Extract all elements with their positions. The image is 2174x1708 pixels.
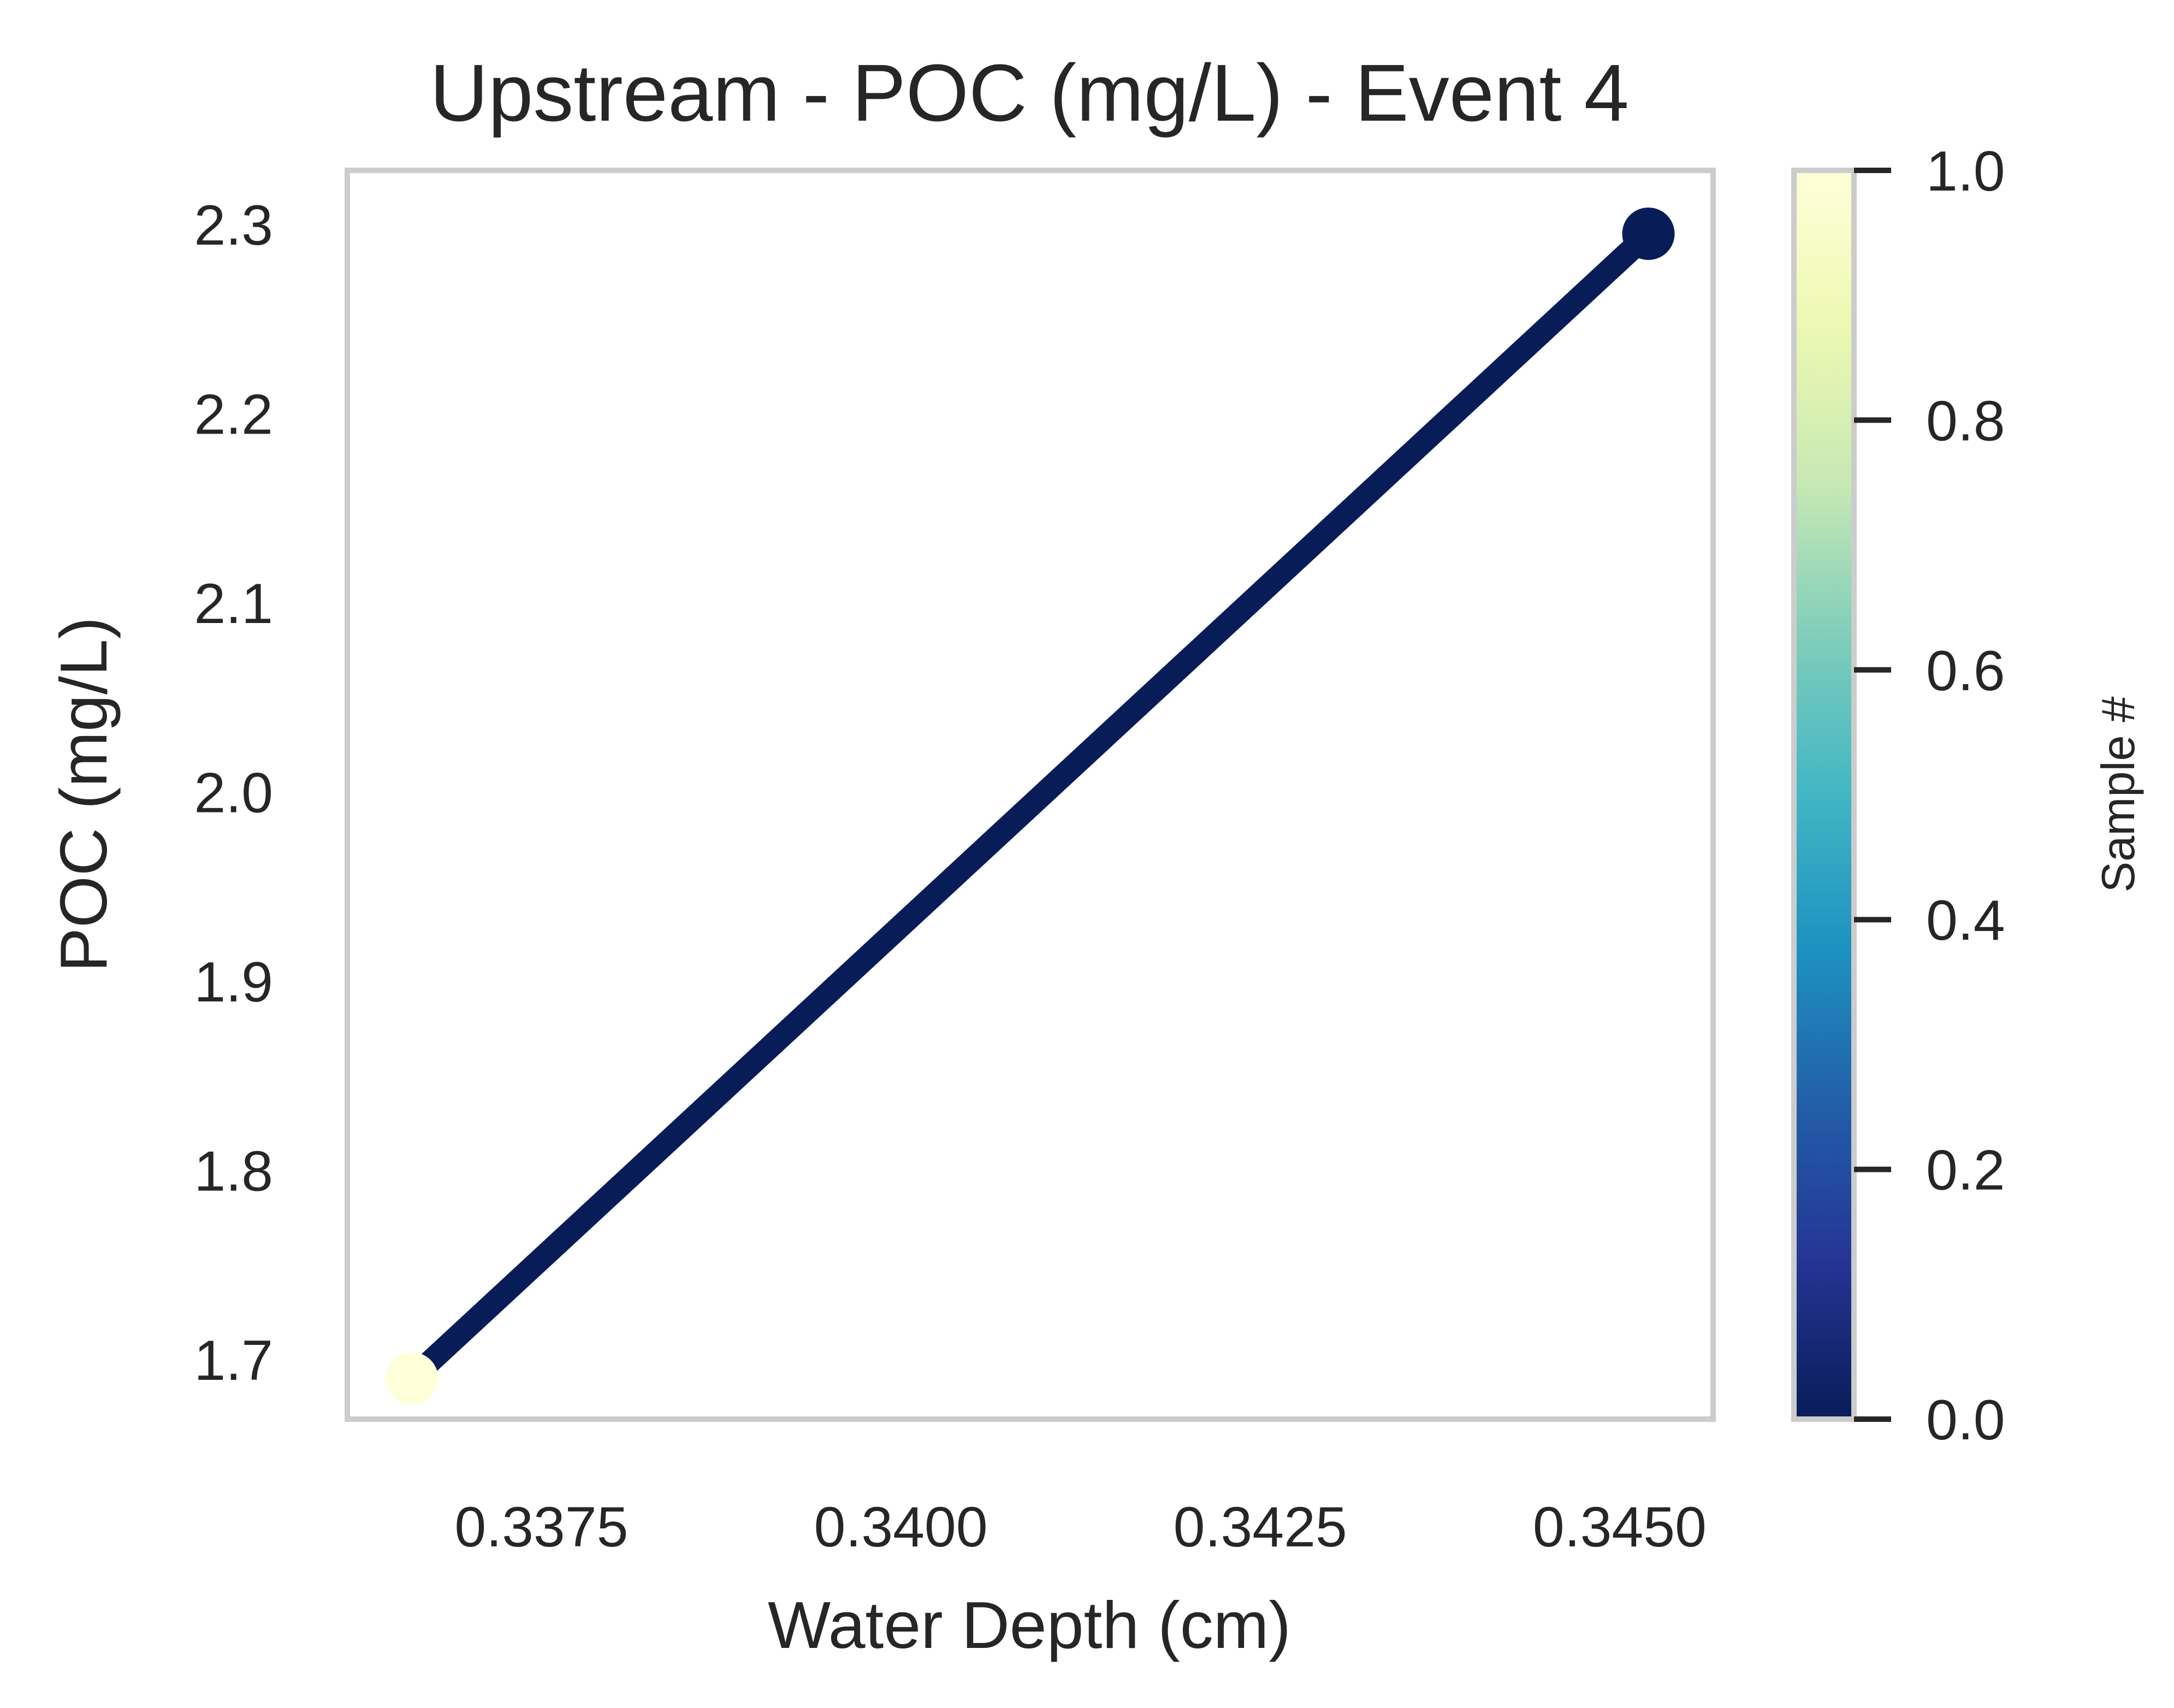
y-tick-label: 1.9 xyxy=(194,951,273,1014)
data-point xyxy=(1622,207,1675,260)
colorbar-tick-label: 0.0 xyxy=(1926,1389,2005,1452)
x-axis-title: Water Depth (cm) xyxy=(768,1588,1291,1662)
y-tick-label: 2.0 xyxy=(194,761,273,825)
y-tick-label: 1.7 xyxy=(194,1329,273,1392)
colorbar xyxy=(1791,168,1857,1422)
data-point xyxy=(386,1352,439,1405)
y-axis-ticks: 1.7 1.8 1.9 2.0 2.1 2.2 2.3 xyxy=(194,194,273,1392)
colorbar-ticks: 0.0 0.2 0.4 0.6 0.8 1.0 xyxy=(1854,140,2005,1452)
chart-title: Upstream - POC (mg/L) - Event 4 xyxy=(430,48,1629,138)
y-tick-label: 2.1 xyxy=(194,572,273,636)
series-line xyxy=(404,225,1656,1387)
colorbar-tick-label: 0.2 xyxy=(1926,1139,2005,1202)
colorbar-tick-label: 0.4 xyxy=(1926,889,2005,952)
colorbar-tick-label: 0.6 xyxy=(1926,639,2005,703)
y-axis-title: POC (mg/L) xyxy=(46,617,121,972)
x-tick-label: 0.3425 xyxy=(1174,1496,1347,1559)
colorbar-title: Sample # xyxy=(2093,696,2145,892)
x-axis-ticks: 0.3375 0.3400 0.3425 0.3450 xyxy=(454,1496,1707,1559)
y-tick-label: 2.3 xyxy=(194,194,273,257)
y-tick-label: 1.8 xyxy=(194,1140,273,1203)
x-tick-label: 0.3450 xyxy=(1533,1496,1707,1559)
y-tick-label: 2.2 xyxy=(194,383,273,446)
x-tick-label: 0.3400 xyxy=(814,1496,988,1559)
colorbar-tick-label: 0.8 xyxy=(1926,389,2005,453)
series-layer xyxy=(386,207,1675,1405)
x-tick-label: 0.3375 xyxy=(454,1496,628,1559)
colorbar-tick-label: 1.0 xyxy=(1926,140,2005,203)
